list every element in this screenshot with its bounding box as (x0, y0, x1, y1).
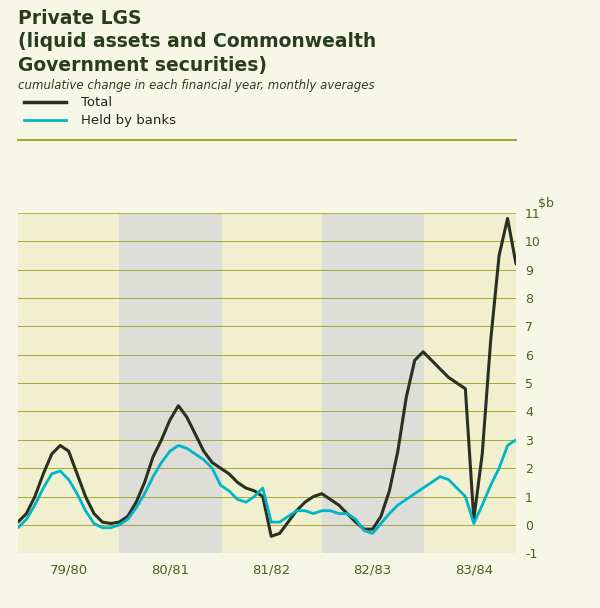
Text: Held by banks: Held by banks (81, 114, 176, 127)
Text: Private LGS: Private LGS (18, 9, 142, 28)
Bar (322, 213, 423, 553)
Text: (liquid assets and Commonwealth: (liquid assets and Commonwealth (18, 32, 376, 50)
Text: $b: $b (538, 197, 554, 210)
Text: Total: Total (81, 95, 112, 109)
Text: Government securities): Government securities) (18, 56, 267, 75)
Bar (119, 213, 221, 553)
Text: cumulative change in each financial year, monthly averages: cumulative change in each financial year… (18, 79, 374, 92)
